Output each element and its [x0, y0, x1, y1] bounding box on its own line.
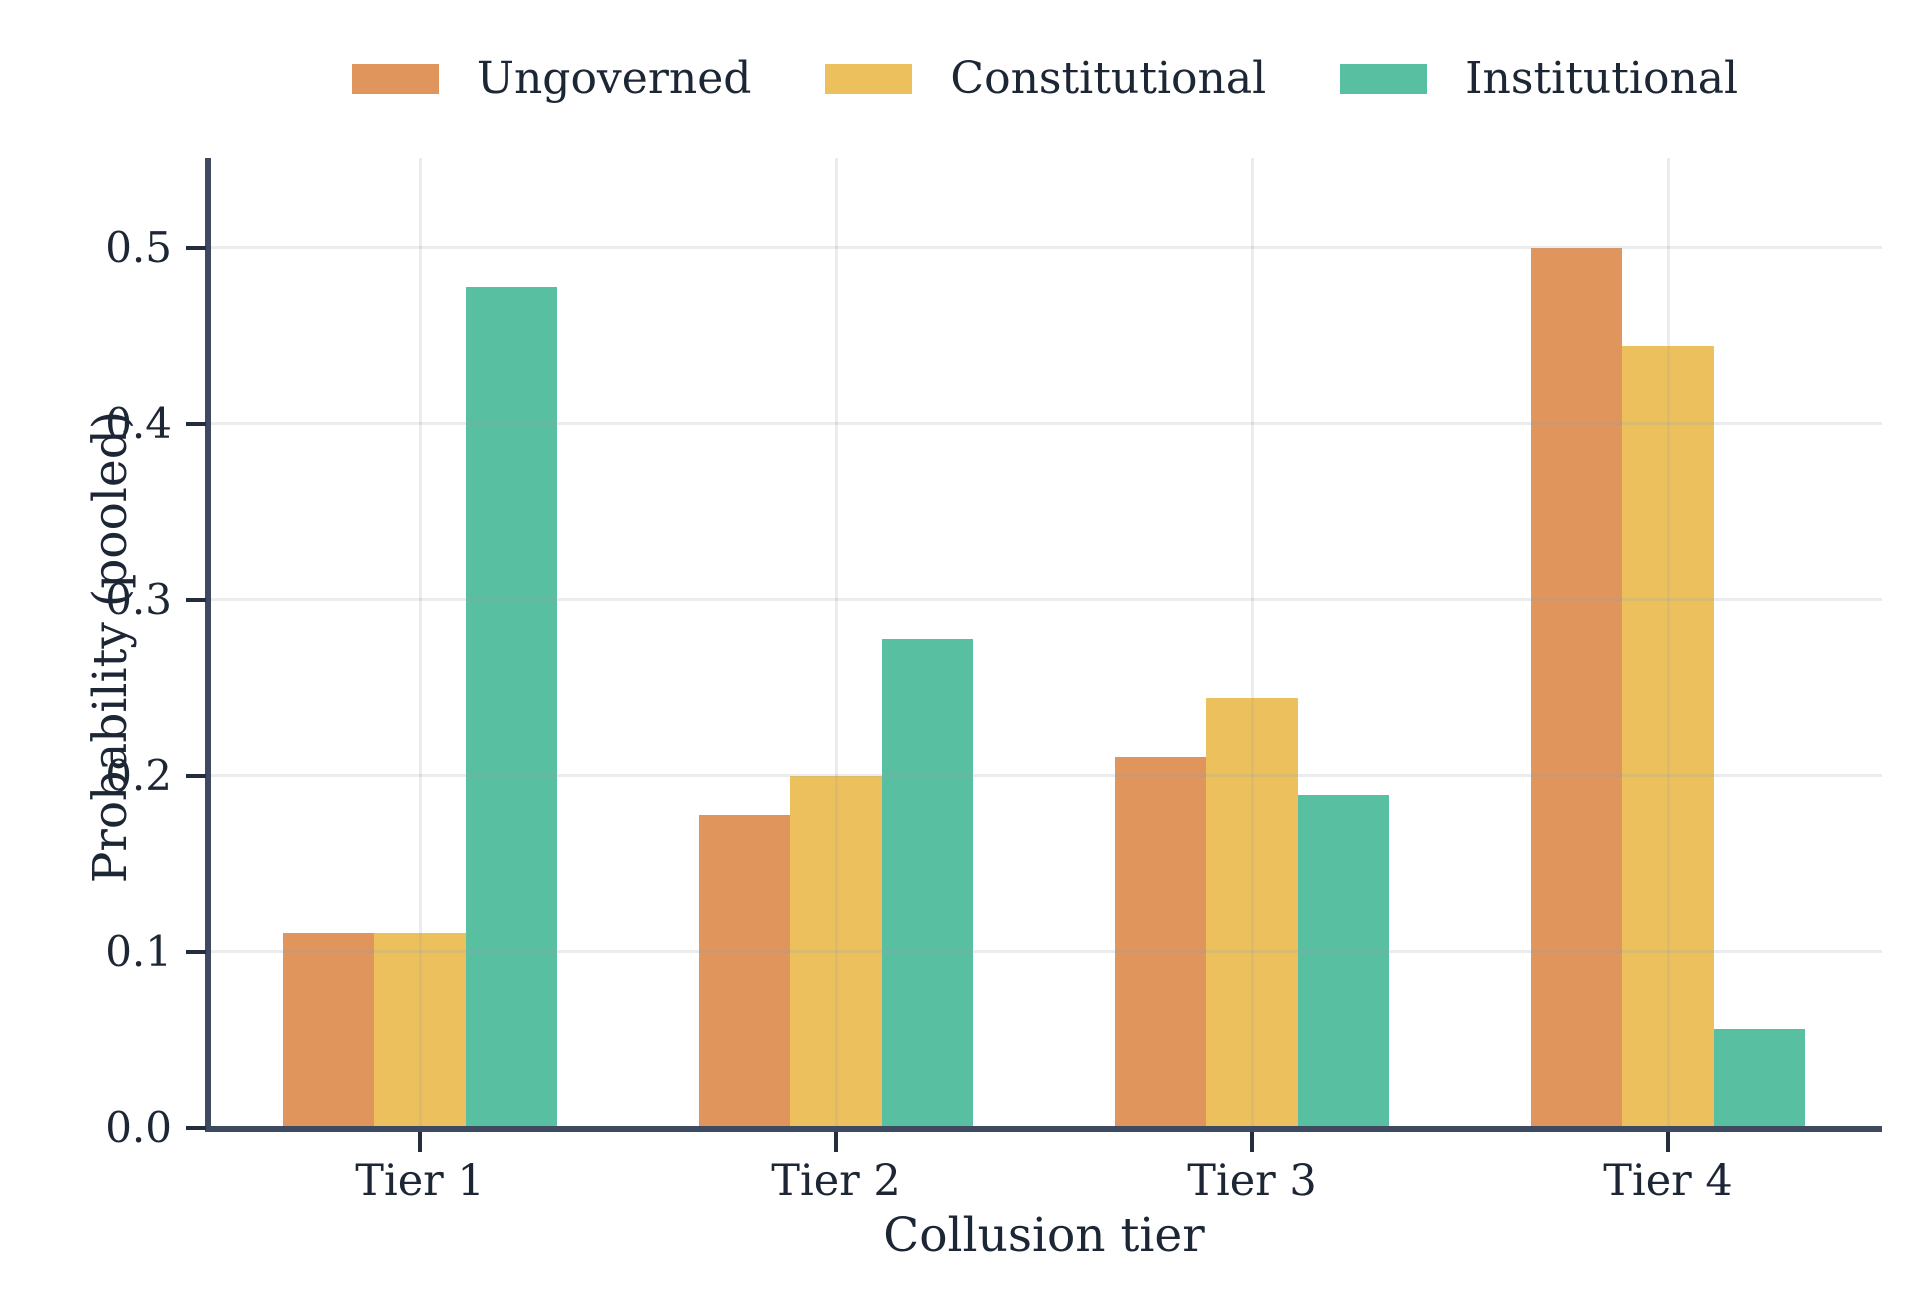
legend-label-ungoverned: Ungoverned — [476, 53, 752, 104]
bar-ungoverned-tier-2 — [698, 814, 791, 1128]
legend-label-constitutional: Constitutional — [950, 53, 1267, 104]
bar-constitutional-tier-4 — [1622, 346, 1714, 1128]
y-tick-label: 0.0 — [105, 1103, 172, 1152]
x-tick-tier-2 — [834, 1132, 838, 1152]
y-tick-0 — [186, 1126, 206, 1130]
legend-item-ungoverned: Ungoverned — [351, 53, 752, 104]
x-tick-label: Tier 1 — [355, 1156, 485, 1206]
bar-ungoverned-tier-4 — [1530, 247, 1623, 1128]
y-axis-spine — [205, 158, 211, 1132]
bar-institutional-tier-3 — [1297, 795, 1390, 1128]
x-axis-spine — [205, 1126, 1882, 1132]
bar-ungoverned-tier-1 — [282, 932, 375, 1128]
legend-swatch-ungoverned — [351, 64, 439, 94]
legend-item-constitutional: Constitutional — [825, 57, 1266, 101]
legend: Ungoverned Constitutional Institutional — [208, 42, 1882, 116]
x-tick-label: Tier 2 — [771, 1156, 901, 1206]
x-tick-tier-4 — [1666, 1132, 1670, 1152]
y-tick-0.1 — [186, 949, 206, 954]
bar-institutional-tier-2 — [881, 638, 974, 1128]
y-tick-label: 0.4 — [105, 398, 172, 448]
y-tick-0.4 — [186, 421, 206, 426]
legend-swatch-constitutional — [825, 64, 913, 94]
plot-area — [208, 158, 1882, 1128]
y-tick-0.3 — [186, 597, 206, 602]
y-axis-title: Probability (pooled) — [82, 410, 138, 884]
y-tick-0.5 — [186, 245, 206, 250]
gridline-y-0.5 — [208, 246, 1882, 250]
y-tick-label: 0.5 — [105, 222, 172, 272]
bar-constitutional-tier-3 — [1206, 698, 1298, 1128]
y-tick-0.2 — [186, 773, 206, 778]
x-tick-label: Tier 4 — [1603, 1156, 1733, 1206]
x-tick-tier-3 — [1250, 1132, 1254, 1152]
x-tick-label: Tier 3 — [1187, 1156, 1317, 1206]
bar-institutional-tier-1 — [465, 286, 558, 1128]
bar-institutional-tier-4 — [1713, 1029, 1806, 1128]
y-tick-label: 0.2 — [105, 750, 172, 800]
y-tick-label: 0.3 — [105, 574, 172, 624]
legend-label-institutional: Institutional — [1465, 53, 1739, 104]
bar-constitutional-tier-2 — [790, 775, 882, 1128]
legend-item-institutional: Institutional — [1340, 57, 1738, 101]
bar-constitutional-tier-1 — [374, 932, 466, 1128]
x-axis-title: Collusion tier — [883, 1208, 1205, 1263]
y-tick-label: 0.1 — [105, 926, 172, 976]
legend-swatch-institutional — [1340, 64, 1428, 94]
bar-ungoverned-tier-3 — [1114, 756, 1207, 1128]
x-tick-tier-1 — [418, 1132, 422, 1152]
